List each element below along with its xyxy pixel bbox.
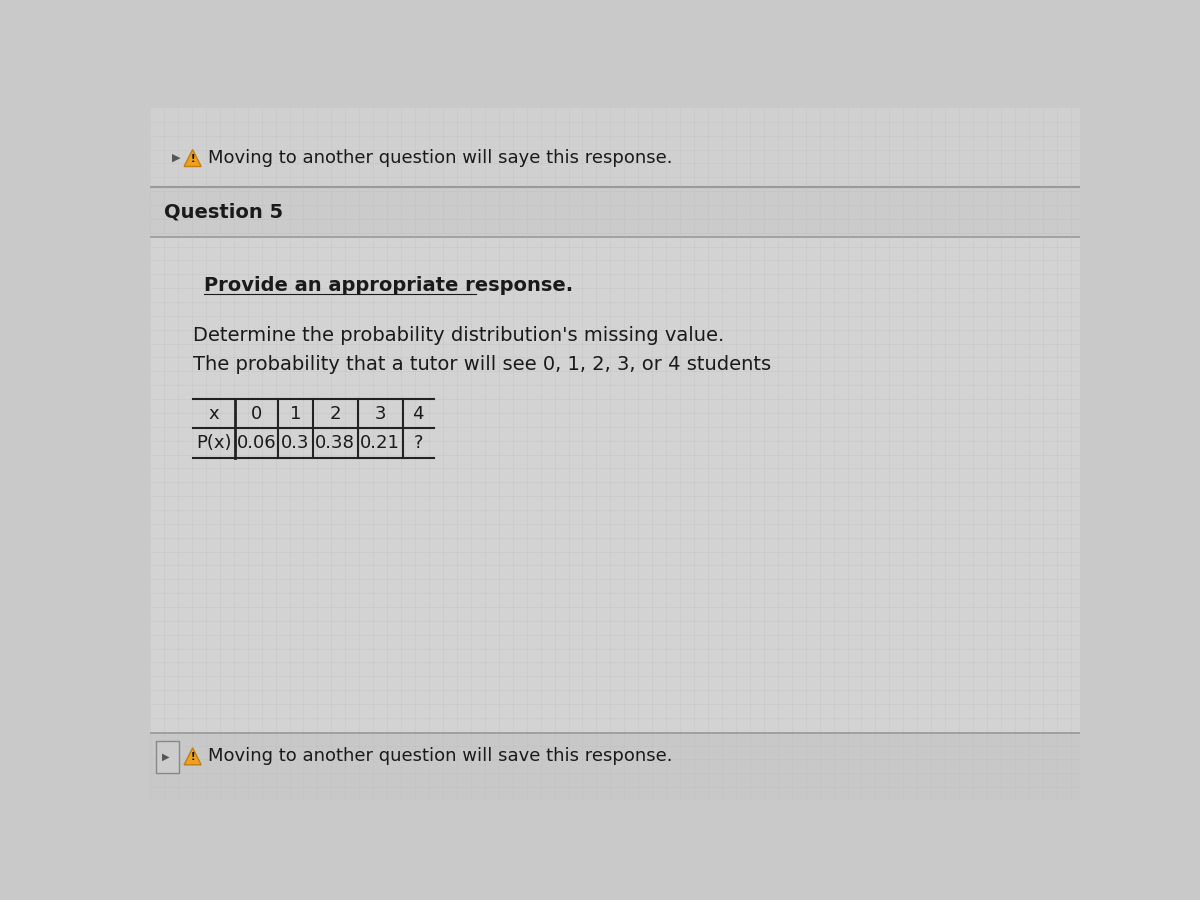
Text: !: ! — [191, 752, 194, 762]
Text: 0.3: 0.3 — [281, 434, 310, 452]
Text: Moving to another question will save this response.: Moving to another question will save thi… — [208, 747, 673, 765]
FancyBboxPatch shape — [150, 187, 1080, 238]
FancyBboxPatch shape — [150, 734, 1080, 801]
Text: ▶: ▶ — [162, 752, 170, 761]
Text: Provide an appropriate response.: Provide an appropriate response. — [204, 275, 574, 294]
Text: 0: 0 — [251, 405, 262, 423]
Text: Determine the probability distribution's missing value.: Determine the probability distribution's… — [193, 326, 724, 345]
Text: 0.21: 0.21 — [360, 434, 400, 452]
FancyBboxPatch shape — [150, 108, 1080, 187]
Text: 0.06: 0.06 — [236, 434, 276, 452]
Text: 2: 2 — [330, 405, 341, 423]
Polygon shape — [184, 149, 202, 166]
Text: ▶: ▶ — [172, 153, 180, 163]
Text: The probability that a tutor will see 0, 1, 2, 3, or 4 students: The probability that a tutor will see 0,… — [193, 355, 770, 374]
Text: 4: 4 — [413, 405, 424, 423]
FancyBboxPatch shape — [150, 238, 1080, 734]
Text: !: ! — [191, 154, 194, 164]
Polygon shape — [184, 748, 202, 765]
Text: 3: 3 — [374, 405, 386, 423]
Text: Question 5: Question 5 — [164, 202, 283, 221]
FancyBboxPatch shape — [156, 741, 180, 773]
Text: 1: 1 — [289, 405, 301, 423]
Text: Moving to another question will saye this response.: Moving to another question will saye thi… — [208, 149, 673, 167]
Text: x: x — [209, 405, 220, 423]
Text: ?: ? — [413, 434, 422, 452]
Text: 0.38: 0.38 — [316, 434, 355, 452]
Text: P(x): P(x) — [196, 434, 232, 452]
